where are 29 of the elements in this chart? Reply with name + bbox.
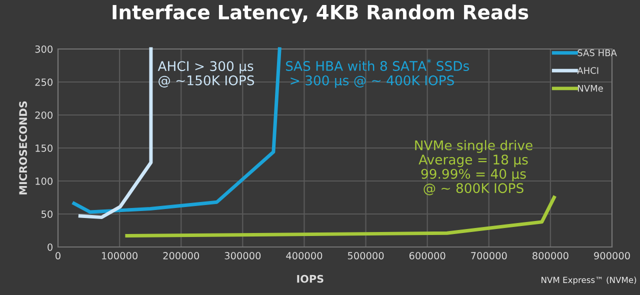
- y-tick-label: 150: [36, 144, 52, 152]
- x-tick-label: 700000: [471, 252, 507, 260]
- annotation: NVMe single drive Average = 18 µs 99.99% = 40 µs @ ~ 800K IOPS: [415, 140, 532, 196]
- x-tick-label: 900000: [594, 252, 630, 260]
- y-tick-label: 300: [35, 45, 52, 53]
- x-tick-label: 200000: [163, 252, 200, 260]
- line-series: [78, 47, 153, 220]
- x-axis-title: IOPS: [297, 274, 324, 283]
- y-tick-label: 250: [35, 78, 52, 86]
- annotation: SAS HBA with 8 SATA$^{*}$ SSDs > 300 µs @ ~ 400K IOPS: [286, 58, 470, 88]
- x-tick-label: 400000: [286, 252, 322, 260]
- y-tick-label: 50: [42, 210, 52, 218]
- chart-title: Interface Latency, 4KB Random Reads: [112, 4, 528, 24]
- y-tick-label: 200: [35, 111, 52, 119]
- x-tick-label: 100000: [102, 252, 138, 260]
- y-axis-title: MICROSECONDS: [19, 101, 28, 194]
- x-tick-label: 600000: [409, 252, 446, 260]
- y-tick-label: 100: [36, 177, 52, 185]
- y-tick-label: 0: [48, 243, 52, 251]
- line-series: [72, 47, 282, 214]
- line-series: [125, 196, 556, 238]
- legend-label: SAS HBA: [578, 49, 617, 56]
- legend-label: NVMe: [578, 85, 603, 92]
- annotation: AHCI > 300 µs @ ~150K IOPS: [158, 61, 254, 88]
- text: NVM Express™ (NVMe): [542, 276, 636, 285]
- x-tick-label: 0: [56, 252, 60, 260]
- x-tick-label: 800000: [532, 252, 568, 260]
- x-tick-label: 500000: [348, 252, 384, 260]
- x-tick-label: 300000: [224, 252, 261, 260]
